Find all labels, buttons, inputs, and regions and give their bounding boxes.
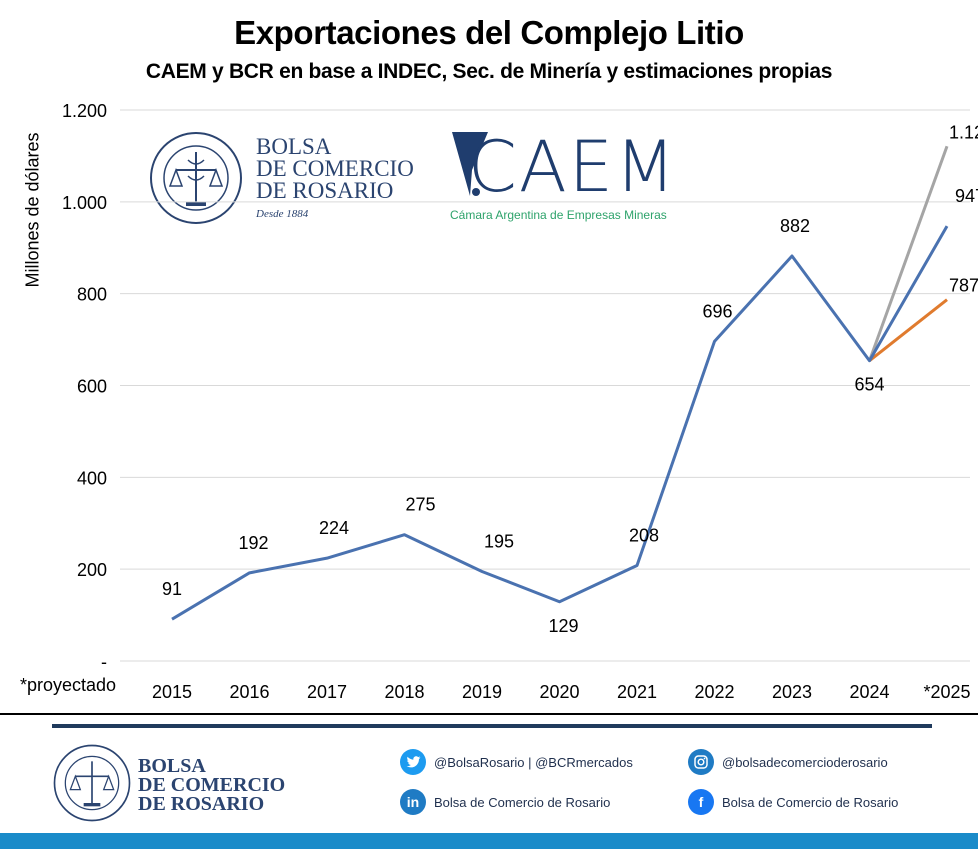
y-tick-label: 1.000 xyxy=(62,193,107,213)
linkedin-icon: in xyxy=(400,789,426,815)
footer-bcr-logo: BOLSA DE COMERCIO DE ROSARIO xyxy=(52,743,302,827)
series-line-proyeccion-alta xyxy=(868,145,949,362)
footer-linkedin[interactable]: in Bolsa de Comercio de Rosario xyxy=(400,789,610,815)
data-label: 882 xyxy=(780,216,810,236)
footer-divider xyxy=(0,713,978,715)
data-label: 208 xyxy=(629,525,659,545)
caem-logo: CAEM Cámara Argentina de Empresas Minera… xyxy=(450,126,720,226)
footer-twitter[interactable]: @BolsaRosario | @BCRmercados xyxy=(400,749,633,775)
bcr-logo-line2: DE COMERCIO xyxy=(256,156,414,181)
series-line-proyeccion-baja xyxy=(868,298,948,362)
x-tick-label: 2021 xyxy=(617,682,657,702)
facebook-icon: f xyxy=(688,789,714,815)
chart-subtitle: CAEM y BCR en base a INDEC, Sec. de Mine… xyxy=(145,60,833,83)
chart-area: Exportaciones del Complejo Litio CAEM y … xyxy=(20,14,978,702)
caem-logo-subtitle: Cámara Argentina de Empresas Mineras xyxy=(450,208,667,222)
data-label: 947 xyxy=(955,186,978,206)
data-label: 192 xyxy=(238,533,268,553)
footer-bcr-line1: BOLSA xyxy=(138,755,206,777)
footer-instagram[interactable]: @bolsadecomercioderosario xyxy=(688,749,888,775)
instagram-icon xyxy=(688,749,714,775)
linkedin-name: Bolsa de Comercio de Rosario xyxy=(434,794,611,810)
footer-facebook[interactable]: f Bolsa de Comercio de Rosario xyxy=(688,789,898,815)
facebook-name: Bolsa de Comercio de Rosario xyxy=(722,794,899,810)
x-tick-label: 2024 xyxy=(849,682,889,702)
chart-plot: - 200 400 600 800 1.000 1.200 2015 2016 2017 2018 2… xyxy=(62,101,978,702)
series-line-historico xyxy=(171,225,949,621)
x-tick-label: 2022 xyxy=(694,682,734,702)
x-tick-label: 2017 xyxy=(307,682,347,702)
instagram-handle: @bolsadecomercioderosario xyxy=(722,754,888,770)
data-label-proyeccion-baja: 787 xyxy=(949,276,978,296)
y-tick-label: 1.200 xyxy=(62,101,107,121)
x-tick-label: 2016 xyxy=(229,682,269,702)
x-tick-label: *2025 xyxy=(923,682,970,702)
twitter-handle: @BolsaRosario | @BCRmercados xyxy=(434,754,633,770)
x-tick-label: 2020 xyxy=(539,682,579,702)
data-label: 654 xyxy=(854,375,884,395)
bcr-logo-since: Desde 1884 xyxy=(256,208,309,220)
data-label: 91 xyxy=(162,579,182,599)
bcr-logo-line3: DE ROSARIO xyxy=(256,178,394,203)
y-tick-label: 800 xyxy=(77,285,107,305)
footer-bottom-bar xyxy=(0,833,978,849)
data-label: 129 xyxy=(548,616,578,636)
footer-bcr-line3: DE ROSARIO xyxy=(138,793,265,815)
y-tick-label: - xyxy=(101,652,107,672)
x-tick-label: 2018 xyxy=(384,682,424,702)
bcr-logo-text: BOLSA DE COMERCIO DE ROSARIO xyxy=(256,134,414,203)
caem-logo-name: CAEM xyxy=(468,126,678,208)
footer-bcr-seal-icon xyxy=(53,744,131,822)
bcr-logo: BOLSA DE COMERCIO DE ROSARIO Desde 1884 xyxy=(148,130,448,230)
footer-bcr-text: BOLSA DE COMERCIO DE ROSARIO xyxy=(138,755,286,815)
x-tick-label: 2023 xyxy=(772,682,812,702)
y-tick-label: 200 xyxy=(77,560,107,580)
x-tick-label: 2019 xyxy=(462,682,502,702)
data-label-proyeccion-alta: 1.121 xyxy=(949,122,978,142)
footer-bcr-line2: DE COMERCIO xyxy=(138,774,286,796)
data-label: 224 xyxy=(319,518,349,538)
data-label: 275 xyxy=(405,495,435,515)
bcr-logo-line1: BOLSA xyxy=(256,134,332,159)
footnote: *proyectado xyxy=(20,675,117,695)
y-tick-label: 600 xyxy=(77,377,107,397)
chart-title: Exportaciones del Complejo Litio xyxy=(234,14,744,51)
twitter-icon xyxy=(400,749,426,775)
caem-mark-icon xyxy=(452,132,488,196)
data-label: 195 xyxy=(484,531,514,551)
footer-rule xyxy=(52,724,932,728)
bcr-seal-icon xyxy=(150,132,242,224)
footer: BOLSA DE COMERCIO DE ROSARIO @BolsaRosar… xyxy=(0,715,978,849)
data-label: 696 xyxy=(702,301,732,321)
y-tick-label: 400 xyxy=(77,468,107,488)
x-tick-label: 2015 xyxy=(152,682,192,702)
